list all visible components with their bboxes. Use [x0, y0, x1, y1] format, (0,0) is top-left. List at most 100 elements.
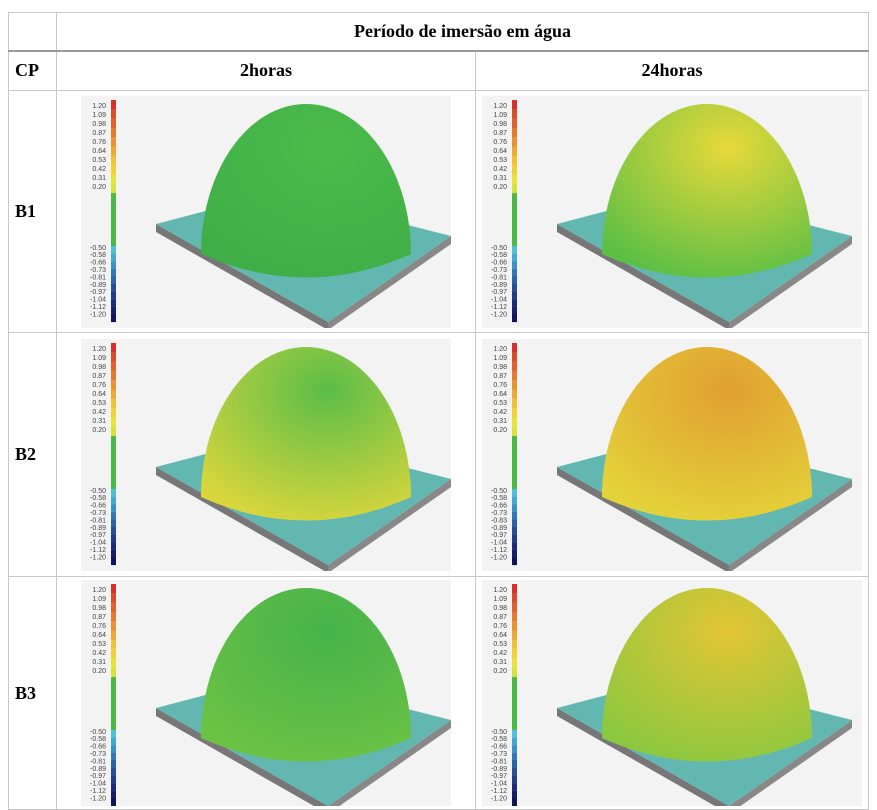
scale-label: -1.20: [90, 311, 106, 318]
scale-label: 0.42: [493, 165, 507, 172]
scale-bar: [111, 109, 116, 118]
scale-label: 0.20: [493, 426, 507, 433]
scale-label: 1.20: [92, 102, 106, 109]
scale-bar: [111, 584, 116, 593]
scale-bar: [512, 640, 517, 649]
scale-bar: [512, 776, 517, 784]
scale-bar: [512, 193, 517, 246]
scale-label: -1.12: [491, 304, 507, 311]
scale-bar: [512, 417, 517, 426]
scale-bar: [512, 118, 517, 127]
scale-bar: [111, 146, 116, 155]
scale-label: 1.09: [493, 596, 507, 603]
row-label: B3: [9, 577, 57, 810]
scale-label: 1.20: [92, 587, 106, 594]
scale-bar: [512, 137, 517, 146]
scale-bar: [111, 291, 116, 299]
scale-bar: [111, 677, 116, 730]
scale-label: -0.50: [90, 729, 106, 736]
scale-label: -0.66: [90, 502, 106, 509]
scale-bar: [512, 155, 517, 164]
scale-bar: [111, 631, 116, 640]
scale-label: -1.04: [90, 539, 106, 546]
scale-bar: [111, 738, 116, 746]
scale-bar: [111, 193, 116, 246]
scale-label: -0.81: [491, 274, 507, 281]
deviation-map: 1.201.090.980.870.760.640.530.420.310.20…: [482, 580, 862, 806]
scale-bar: [512, 668, 517, 677]
scale-bar: [111, 306, 116, 314]
scale-bar: [111, 183, 116, 192]
image-cell: 1.201.090.980.870.760.640.530.420.310.20…: [57, 333, 476, 577]
scale-label: -1.20: [90, 795, 106, 802]
scale-label: -1.04: [90, 296, 106, 303]
scale-label: 0.42: [92, 408, 106, 415]
scale-bar: [111, 730, 116, 738]
scale-label: 1.09: [493, 354, 507, 361]
scale-bar: [512, 527, 517, 535]
scale-label: 1.09: [92, 111, 106, 118]
scale-bar: [512, 730, 517, 738]
scale-label: 0.76: [493, 623, 507, 630]
scale-bar: [111, 649, 116, 658]
empty-cell: [9, 13, 57, 51]
scale-bar: [512, 621, 517, 630]
scale-bar: [111, 603, 116, 612]
scale-bar: [512, 268, 517, 276]
scale-bar: [512, 398, 517, 407]
scale-label: 0.53: [92, 641, 106, 648]
scale-bar: [512, 352, 517, 361]
scale-bar: [111, 352, 116, 361]
scale-label: 0.87: [92, 372, 106, 379]
scale-bar: [512, 504, 517, 512]
scale-bar: [512, 519, 517, 527]
scale-bar: [111, 504, 116, 512]
scale-bar: [111, 745, 116, 753]
scale-label: 0.98: [92, 363, 106, 370]
scale-bar: [111, 389, 116, 398]
scale-bar: [111, 489, 116, 497]
scale-bar: [512, 612, 517, 621]
deviation-map: 1.201.090.980.870.760.640.530.420.310.20…: [81, 580, 451, 806]
scale-label: 0.20: [493, 668, 507, 675]
image-cell: 1.201.090.980.870.760.640.530.420.310.20…: [476, 333, 869, 577]
scale-bar: [111, 549, 116, 557]
scale-bar: [512, 361, 517, 370]
scale-label: -0.66: [491, 502, 507, 509]
scale-label: 0.20: [493, 183, 507, 190]
deviation-map: 1.201.090.980.870.760.640.530.420.310.20…: [482, 96, 862, 328]
scale-bar: [512, 426, 517, 435]
scale-label: -0.89: [90, 766, 106, 773]
scale-bar: [111, 534, 116, 542]
scale-bar: [512, 760, 517, 768]
scale-bar: [512, 380, 517, 389]
scale-label: 0.31: [92, 659, 106, 666]
scale-label: 0.98: [493, 363, 507, 370]
scale-label: 0.64: [493, 147, 507, 154]
scale-label: -0.89: [491, 524, 507, 531]
scale-label: -0.58: [491, 736, 507, 743]
scale-label: 0.53: [493, 399, 507, 406]
scale-bar: [111, 165, 116, 174]
scale-bar: [111, 380, 116, 389]
scale-label: 1.09: [92, 596, 106, 603]
scale-label: -0.50: [491, 244, 507, 251]
scale-label: 0.42: [92, 165, 106, 172]
scale-bar: [111, 246, 116, 254]
scale-label: 0.64: [92, 632, 106, 639]
scale-bar: [512, 745, 517, 753]
scale-bar: [111, 668, 116, 677]
table: Período de imersão em água CP2horas24hor…: [8, 12, 869, 810]
scale-bar: [111, 791, 116, 799]
scale-label: 0.76: [493, 138, 507, 145]
scale-label: -0.66: [491, 259, 507, 266]
scale-label: 0.98: [92, 605, 106, 612]
scale-bar: [111, 268, 116, 276]
scale-bar: [512, 603, 517, 612]
scale-bar: [512, 174, 517, 183]
scale-bar: [111, 155, 116, 164]
scale-label: 1.09: [493, 111, 507, 118]
scale-label: -1.04: [491, 296, 507, 303]
scale-bar: [111, 299, 116, 307]
scale-bar: [512, 127, 517, 136]
